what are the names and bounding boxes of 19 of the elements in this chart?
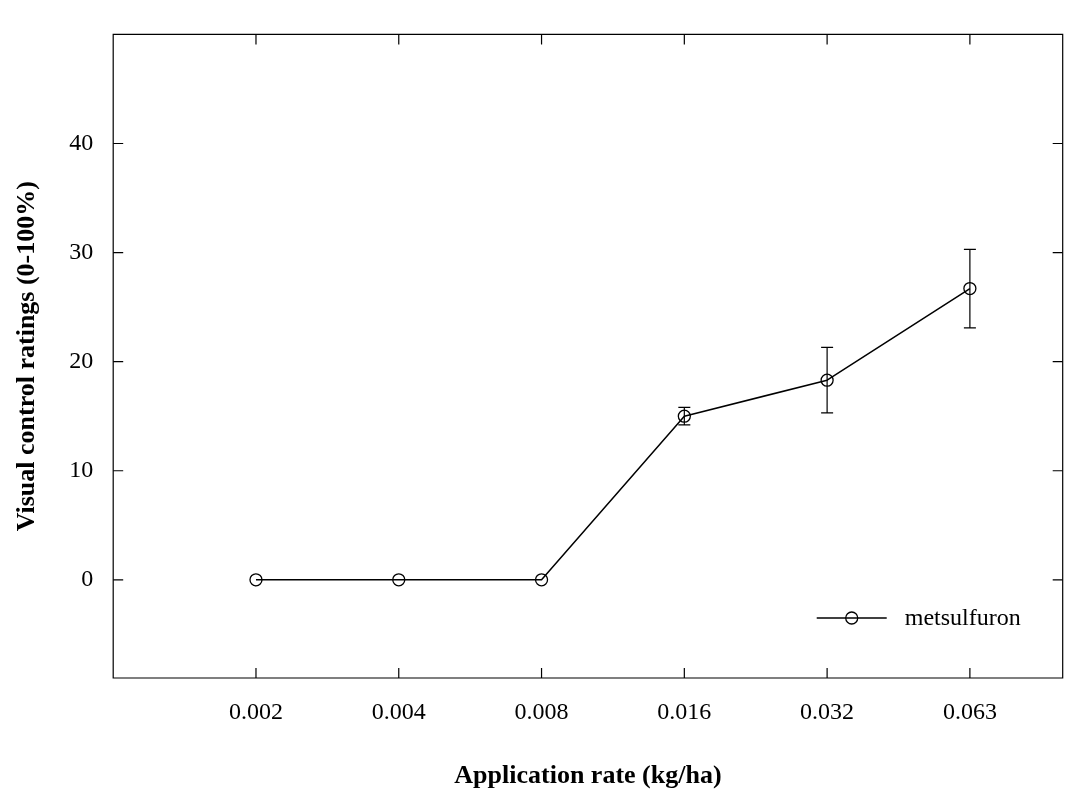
legend-label: metsulfuron [904,604,1021,631]
point [392,573,406,587]
point [963,281,977,296]
x-tick-label: 0.008 [514,697,569,724]
point [534,573,549,587]
point [820,373,834,387]
x-axis-title: Application rate (kg/ha) [454,760,722,790]
y-tick-label: 40 [69,128,94,155]
x-tick-label: 0.002 [228,697,283,724]
y-tick-label: 20 [69,346,94,373]
y-tick-label: 10 [69,456,94,483]
x-tick-label: 0.032 [800,697,855,724]
x-tick-label: 0.063 [942,697,997,724]
y-axis-title: Visual control ratings (0-100%) [11,181,41,532]
x-tick-label: 0.016 [657,697,712,724]
x-tick-label: 0.004 [371,697,426,724]
y-tick-label: 0 [81,565,94,592]
point [249,573,263,587]
y-tick-label: 30 [69,237,94,264]
